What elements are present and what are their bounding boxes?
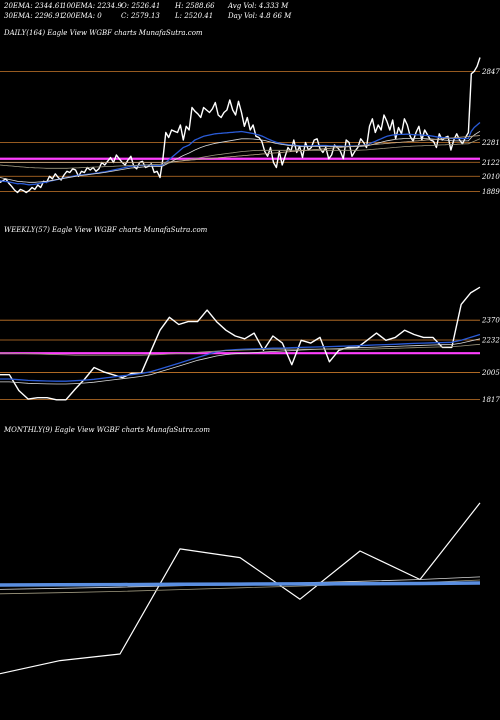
ema30-readout: 30EMA: 2296.91 — [4, 12, 64, 20]
avgvol-readout: Avg Vol: 4.333 M — [228, 2, 289, 10]
ema-series — [0, 338, 481, 385]
high-readout: H: 2588.66 — [175, 2, 215, 10]
chart-panel-daily: DAILY(164) Eagle View WGBF charts Munafa… — [0, 29, 500, 196]
ema-series — [0, 333, 481, 382]
ema-series — [0, 581, 481, 587]
y-tick-label: 2281 — [481, 139, 500, 147]
y-tick-label: 1817 — [482, 396, 500, 404]
price-series — [0, 286, 481, 401]
y-tick-label: 2122 — [481, 159, 500, 167]
y-tick-label: 2232 — [481, 336, 500, 344]
ema20-readout: 20EMA: 2344.61 — [4, 2, 64, 10]
chart-panel-weekly: WEEKLY(57) Eagle View WGBF charts Munafa… — [0, 226, 500, 404]
low-readout: L: 2520.41 — [175, 12, 214, 20]
dayvol-readout: Day Vol: 4.8 — [228, 12, 271, 20]
price-series — [0, 57, 481, 194]
chart-title: MONTHLY(9) Eagle View WGBF charts Munafa… — [3, 426, 210, 434]
ema-series — [0, 138, 481, 169]
ema-series — [0, 130, 481, 183]
close-readout: C: 2579.13 — [121, 12, 160, 20]
y-tick-label: 2370 — [481, 317, 500, 325]
ema-series — [0, 343, 481, 356]
y-tick-label: 2005 — [481, 369, 500, 377]
chart-title: WEEKLY(57) Eagle View WGBF charts Munafa… — [4, 226, 208, 234]
open-readout: O: 2526.41 — [121, 2, 161, 10]
chart-title: DAILY(164) Eagle View WGBF charts Munafa… — [3, 29, 203, 37]
y-tick-label: 2847 — [481, 68, 500, 76]
chart-panel-monthly: MONTHLY(9) Eagle View WGBF charts Munafa… — [0, 426, 481, 675]
dayvol-unit-readout: 66 M — [273, 12, 292, 20]
y-tick-label: 2010 — [481, 173, 500, 181]
y-tick-label: 1889 — [482, 188, 500, 196]
price-series — [0, 502, 481, 675]
ema100-readout: 100EMA: 2234.9 — [62, 2, 122, 10]
indicator-header: 20EMA: 2344.61 100EMA: 2234.9 O: 2526.41… — [4, 2, 496, 22]
ema-series — [0, 135, 481, 163]
ema200-readout: 200EMA: 0 — [62, 12, 102, 20]
ema-series — [0, 122, 481, 186]
